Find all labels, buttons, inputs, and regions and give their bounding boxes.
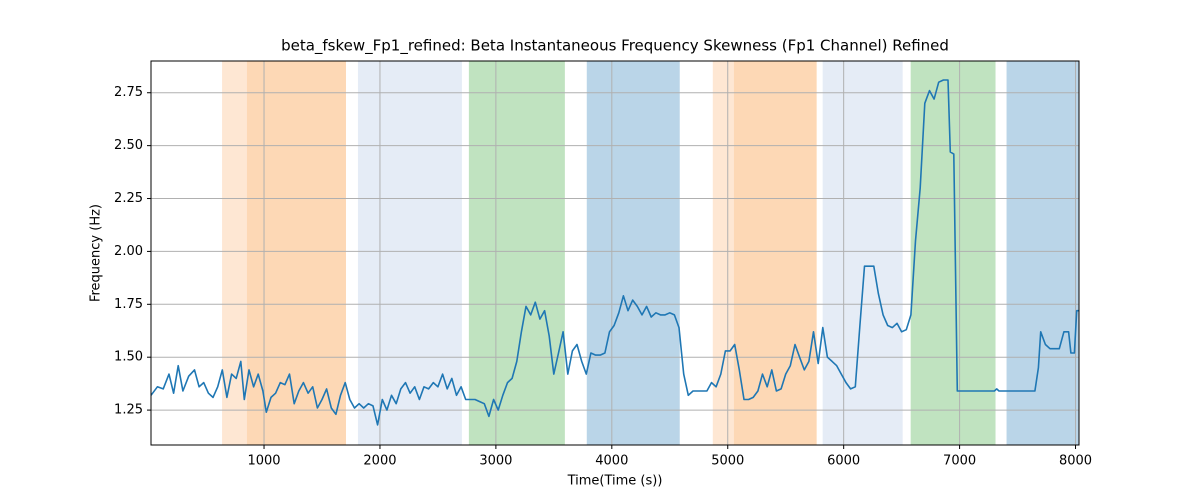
x-tick-label: 3000 — [479, 454, 512, 469]
x-tick-label: 6000 — [827, 454, 860, 469]
highlight-span — [822, 61, 903, 445]
x-tick-label: 4000 — [595, 454, 628, 469]
highlight-span — [586, 61, 680, 445]
highlight-span — [910, 61, 996, 445]
x-tick-label: 8000 — [1059, 454, 1092, 469]
highlight-span — [468, 61, 565, 445]
highlight-span — [733, 61, 817, 445]
y-tick-label: 2.00 — [114, 244, 143, 259]
x-tick-label: 1000 — [247, 454, 280, 469]
x-tick-label: 2000 — [363, 454, 396, 469]
y-tick-label: 1.50 — [114, 350, 143, 365]
y-tick-label: 1.25 — [114, 403, 143, 418]
y-tick-label: 2.50 — [114, 138, 143, 153]
x-axis-label: Time(Time (s)) — [567, 474, 663, 489]
y-tick-label: 1.75 — [114, 297, 143, 312]
x-tick-label: 7000 — [943, 454, 976, 469]
plot-frame — [150, 60, 1080, 446]
data-line — [150, 79, 1079, 426]
highlight-span — [712, 61, 734, 445]
highlight-span — [1006, 61, 1079, 445]
y-axis-label: Frequency (Hz) — [89, 204, 104, 302]
highlight-span — [246, 61, 346, 445]
chart-title: beta_fskew_Fp1_refined: Beta Instantaneo… — [281, 37, 949, 56]
y-tick-label: 2.25 — [114, 191, 143, 206]
x-tick-label: 5000 — [711, 454, 744, 469]
y-tick-label: 2.75 — [114, 85, 143, 100]
